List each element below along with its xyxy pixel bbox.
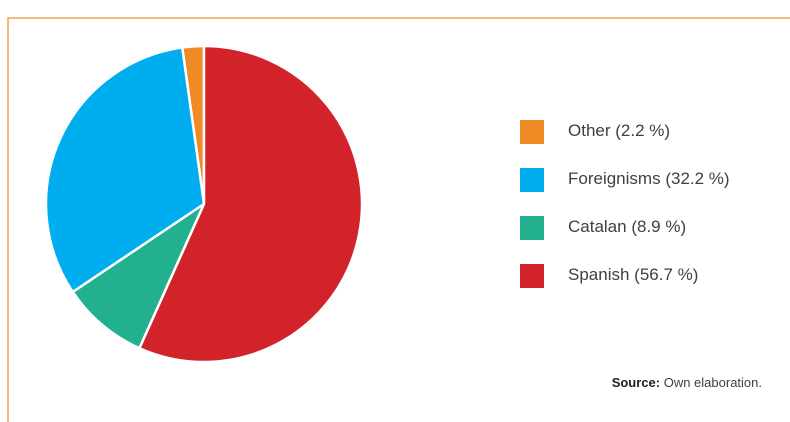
- legend-value: 8.9 %: [637, 217, 680, 236]
- legend: Other (2.2 %) Foreignisms (32.2 %) Catalan…: [520, 120, 730, 288]
- legend-value: 56.7 %: [640, 265, 693, 284]
- legend-value: 32.2 %: [671, 169, 724, 188]
- legend-value: 2.2 %: [621, 121, 664, 140]
- frame: [7, 17, 790, 422]
- legend-swatch: [520, 168, 544, 192]
- legend-swatch: [520, 216, 544, 240]
- legend-label: Foreignisms (32.2 %): [568, 169, 730, 188]
- pie: [44, 44, 364, 364]
- pie-slice: [71, 200, 207, 350]
- pie-slice: [137, 44, 364, 364]
- source-label: Source:: [612, 375, 660, 390]
- source-text: Own elaboration.: [664, 375, 762, 390]
- legend-name: Other: [568, 121, 611, 140]
- legend-label: Catalan (8.9 %): [568, 217, 686, 236]
- source: Source: Own elaboration.: [612, 375, 762, 390]
- legend-name: Catalan: [568, 217, 627, 236]
- legend-swatch: [520, 264, 544, 288]
- legend-label: Other (2.2 %): [568, 121, 670, 140]
- legend-swatch: [520, 120, 544, 144]
- legend-name: Foreignisms: [568, 169, 661, 188]
- legend-label: Spanish (56.7 %): [568, 265, 698, 284]
- pie-slice: [44, 46, 206, 294]
- legend-name: Spanish: [568, 265, 629, 284]
